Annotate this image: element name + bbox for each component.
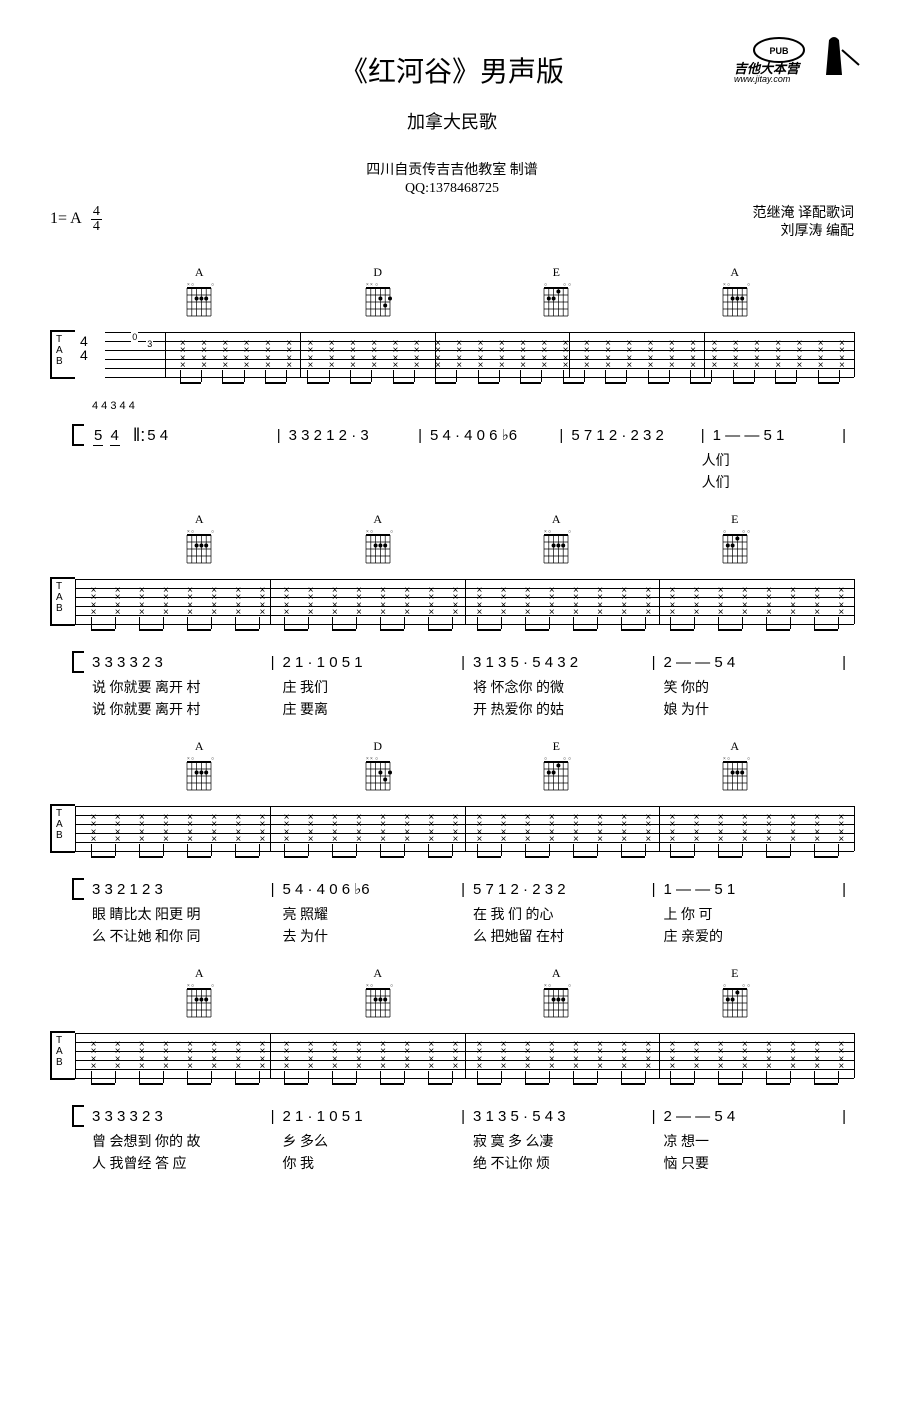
- chord-diagram: A ×○○: [362, 966, 394, 1019]
- svg-text:×: ×: [187, 283, 190, 288]
- tab-staff: TAB 44 0 3 ×××××××××××××××××××××××××××××…: [50, 322, 854, 392]
- chord-diagram: A ×○○: [719, 265, 751, 318]
- svg-text:○: ○: [747, 757, 750, 762]
- music-system: A ×○○ D ××○ E ○○○ A ×○○ TAB 44 0: [50, 265, 854, 492]
- music-system: A ×○○ A ×○○ A ×○○ E ○○○ TAB: [50, 512, 854, 719]
- song-subtitle: 加拿大民歌: [50, 108, 854, 134]
- svg-text:×: ×: [187, 530, 190, 535]
- svg-text:×: ×: [366, 984, 369, 989]
- lyrics-line: 说 你就要 离开 村庄 要离开 热爱你 的姑娘 为什: [92, 699, 854, 719]
- svg-text:○: ○: [370, 984, 373, 989]
- chord-diagram: D ××○: [362, 739, 394, 792]
- svg-text:○: ○: [747, 530, 750, 535]
- jianpu-notation: 5 4‖:5 4| 3 3 2 1 2 · 3|5 4 · 4 0 6 ♭6|5…: [72, 424, 854, 446]
- tab-staff: TAB ××××××××××××××××××××××××××××××××××××…: [50, 1023, 854, 1093]
- svg-text:○: ○: [211, 984, 214, 989]
- lyrics-line: 眼 睛比太 阳更 明亮 照耀在 我 们 的心上 你 可: [92, 904, 854, 924]
- svg-text:○: ○: [544, 283, 547, 288]
- svg-text:○: ○: [742, 984, 745, 989]
- svg-text:○: ○: [390, 984, 393, 989]
- svg-text:○: ○: [370, 530, 373, 535]
- jianpu-notation: 3 3 3 3 2 3|2 1 · 1 0 5 1|3 1 3 5 · 5 4 …: [72, 651, 854, 673]
- music-system: A ×○○ A ×○○ A ×○○ E ○○○ TAB: [50, 966, 854, 1173]
- svg-text:○: ○: [727, 283, 730, 288]
- chord-diagram: E ○○○: [719, 512, 751, 565]
- svg-text:×: ×: [366, 757, 369, 762]
- svg-text:×: ×: [366, 283, 369, 288]
- svg-text:×: ×: [544, 984, 547, 989]
- svg-text:○: ○: [747, 283, 750, 288]
- logo-url-text: www.jitay.com: [734, 74, 790, 84]
- svg-text:○: ○: [548, 530, 551, 535]
- svg-text:×: ×: [187, 984, 190, 989]
- svg-text:○: ○: [375, 283, 378, 288]
- music-system: A ×○○ D ××○ E ○○○ A ×○○ TAB: [50, 739, 854, 946]
- svg-text:○: ○: [211, 757, 214, 762]
- svg-text:×: ×: [544, 530, 547, 535]
- svg-text:×: ×: [723, 757, 726, 762]
- svg-text:○: ○: [723, 984, 726, 989]
- svg-text:×: ×: [370, 283, 373, 288]
- fingering-row: 4 4 3 4 4: [92, 400, 854, 412]
- chord-row: A ×○○ A ×○○ A ×○○ E ○○○: [110, 966, 824, 1019]
- svg-text:○: ○: [727, 757, 730, 762]
- lyrics-line: 人们: [92, 450, 854, 470]
- svg-text:○: ○: [742, 530, 745, 535]
- svg-text:○: ○: [191, 984, 194, 989]
- svg-text:○: ○: [390, 530, 393, 535]
- svg-text:○: ○: [568, 283, 571, 288]
- svg-text:○: ○: [568, 530, 571, 535]
- svg-text:○: ○: [747, 984, 750, 989]
- meta-row: 1= A 4 4 范继淹 译配歌词 刘厚涛 编配: [50, 205, 854, 245]
- svg-text:○: ○: [563, 757, 566, 762]
- svg-text:○: ○: [191, 757, 194, 762]
- chord-diagram: A ×○○: [183, 265, 215, 318]
- svg-text:○: ○: [544, 757, 547, 762]
- svg-text:○: ○: [548, 984, 551, 989]
- chord-row: A ×○○ D ××○ E ○○○ A ×○○: [110, 739, 824, 792]
- svg-text:×: ×: [366, 530, 369, 535]
- chord-diagram: A ×○○: [540, 966, 572, 1019]
- lyrics-line: 说 你就要 离开 村庄 我们将 怀念你 的微笑 你的: [92, 677, 854, 697]
- chord-diagram: E ○○○: [540, 265, 572, 318]
- svg-text:PUB: PUB: [769, 46, 789, 56]
- chord-diagram: A ×○○: [362, 512, 394, 565]
- chord-row: A ×○○ A ×○○ A ×○○ E ○○○: [110, 512, 824, 565]
- svg-text:○: ○: [723, 530, 726, 535]
- qq-contact: QQ:1378468725: [50, 181, 854, 197]
- jianpu-notation: 3 3 3 3 2 3|2 1 · 1 0 5 1|3 1 3 5 · 5 4 …: [72, 1105, 854, 1127]
- chord-row: A ×○○ D ××○ E ○○○ A ×○○: [110, 265, 824, 318]
- svg-text:×: ×: [187, 757, 190, 762]
- svg-text:○: ○: [211, 283, 214, 288]
- chord-diagram: A ×○○: [719, 739, 751, 792]
- chord-diagram: D ××○: [362, 265, 394, 318]
- svg-text:○: ○: [211, 530, 214, 535]
- site-logo: PUB 吉他大本营 www.jitay.com: [734, 30, 864, 90]
- svg-text:○: ○: [191, 530, 194, 535]
- studio-credit: 四川自贡传吉吉他教室 制谱: [50, 159, 854, 179]
- svg-text:○: ○: [568, 984, 571, 989]
- lyrics-line: 么 不让她 和你 同去 为什么 把她留 在村庄 亲爱的: [92, 926, 854, 946]
- chord-diagram: A ×○○: [183, 966, 215, 1019]
- chord-diagram: A ×○○: [540, 512, 572, 565]
- lyrics-line: 曾 会想到 你的 故乡 多么寂 寞 多 么凄凉 想一: [92, 1131, 854, 1151]
- jianpu-notation: 3 3 2 1 2 3|5 4 · 4 0 6 ♭6|5 7 1 2 · 2 3…: [72, 878, 854, 900]
- chord-diagram: A ×○○: [183, 512, 215, 565]
- chord-diagram: A ×○○: [183, 739, 215, 792]
- svg-text:×: ×: [723, 283, 726, 288]
- svg-text:○: ○: [568, 757, 571, 762]
- chord-diagram: E ○○○: [719, 966, 751, 1019]
- key-signature: 1= A 4 4: [50, 205, 102, 234]
- lyrics-line: 人 我曾经 答 应你 我绝 不让你 烦恼 只要: [92, 1153, 854, 1173]
- svg-text:×: ×: [370, 757, 373, 762]
- svg-text:○: ○: [375, 757, 378, 762]
- credits: 范继淹 译配歌词 刘厚涛 编配: [753, 205, 855, 241]
- lyrics-line: 人们: [92, 472, 854, 492]
- svg-text:○: ○: [191, 283, 194, 288]
- svg-text:○: ○: [563, 283, 566, 288]
- tab-staff: TAB ××××××××××××××××××××××××××××××××××××…: [50, 796, 854, 866]
- chord-diagram: E ○○○: [540, 739, 572, 792]
- tab-staff: TAB ××××××××××××××××××××××××××××××××××××…: [50, 569, 854, 639]
